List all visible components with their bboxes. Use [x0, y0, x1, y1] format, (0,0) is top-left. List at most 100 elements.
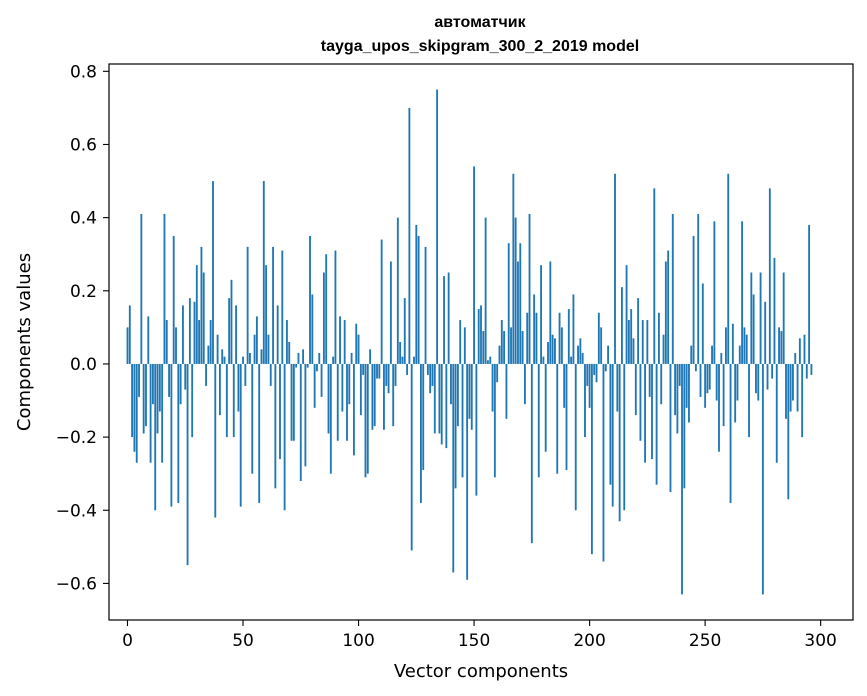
bar [519, 243, 522, 364]
bar [401, 356, 404, 364]
bar [752, 294, 755, 364]
bar [168, 363, 170, 397]
bar [403, 298, 406, 364]
x-tick-label: 150 [458, 631, 490, 651]
bar [239, 363, 242, 507]
bar [493, 363, 496, 478]
bar [396, 217, 399, 364]
bar [611, 363, 614, 507]
bar [126, 327, 129, 364]
bar [306, 363, 309, 368]
bar [743, 327, 746, 364]
bar [630, 309, 633, 364]
bar [272, 246, 274, 364]
bar [688, 363, 690, 423]
bar [736, 363, 739, 401]
bar [276, 305, 279, 364]
bar [322, 272, 325, 364]
bar [607, 345, 610, 364]
bar [128, 305, 131, 364]
bar [249, 352, 251, 364]
bar [242, 356, 244, 364]
bar [473, 166, 475, 364]
bar [567, 309, 570, 364]
y-tick-label: −0.6 [56, 574, 97, 594]
bar [586, 363, 589, 386]
bar [133, 363, 136, 452]
bar [339, 316, 341, 364]
bar [741, 221, 744, 364]
bar [669, 363, 672, 492]
bar [313, 363, 316, 408]
bar [336, 363, 339, 441]
bar [417, 235, 420, 364]
bar [228, 298, 231, 364]
bar [161, 363, 164, 463]
bar [205, 363, 207, 386]
x-tick-label: 0 [122, 631, 133, 651]
bar [371, 363, 374, 430]
bar [773, 257, 776, 364]
bar [170, 363, 173, 507]
bar [655, 363, 658, 485]
bar [674, 363, 677, 416]
bar [614, 173, 616, 364]
bar [225, 363, 228, 438]
bar [699, 363, 702, 397]
bar [285, 320, 288, 364]
bar [792, 363, 794, 401]
bar [500, 320, 503, 364]
x-tick-label: 50 [232, 631, 254, 651]
bar [755, 363, 757, 394]
bar [320, 363, 323, 397]
x-tick-label: 200 [573, 631, 605, 651]
bar [780, 331, 783, 364]
bar [436, 89, 439, 364]
bar [563, 363, 566, 408]
bar [207, 345, 210, 364]
bar [299, 363, 302, 481]
bar [267, 334, 270, 364]
bar [260, 349, 263, 364]
bar [785, 363, 787, 419]
bar [422, 363, 425, 471]
bar [385, 363, 388, 386]
bar [579, 338, 582, 364]
y-tick-label: 0.8 [70, 62, 97, 82]
bar [530, 363, 533, 544]
bar [346, 363, 348, 441]
bar [452, 363, 455, 573]
bar [521, 331, 524, 364]
bar [632, 338, 635, 364]
bar [426, 363, 429, 375]
bar [230, 279, 233, 364]
bar [648, 363, 651, 397]
bar [410, 363, 413, 551]
bar [149, 363, 152, 463]
bar [581, 352, 584, 364]
bar [202, 272, 205, 364]
bar [523, 363, 526, 405]
bar [443, 276, 445, 364]
bar [359, 363, 362, 416]
bar [445, 363, 448, 449]
bar [209, 320, 212, 364]
bar [734, 363, 737, 423]
y-tick-label: 0.4 [70, 209, 97, 229]
bar [378, 363, 381, 379]
bar [593, 363, 596, 375]
bar [574, 363, 577, 511]
bar [510, 327, 512, 364]
bar [147, 316, 150, 364]
bar [671, 213, 674, 364]
bar [662, 334, 665, 364]
bar [343, 320, 346, 364]
bar [145, 363, 147, 427]
bar [456, 363, 459, 427]
bar [590, 363, 593, 555]
bar [537, 363, 540, 478]
bar [466, 363, 469, 580]
bar [618, 363, 621, 522]
bar [179, 363, 182, 405]
